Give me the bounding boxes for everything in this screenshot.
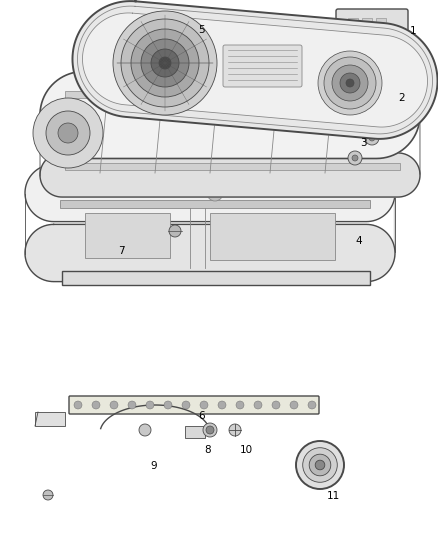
Polygon shape — [25, 224, 395, 281]
Circle shape — [151, 49, 179, 77]
Circle shape — [159, 57, 171, 69]
Bar — [65, 91, 400, 98]
Circle shape — [290, 401, 298, 409]
Circle shape — [252, 22, 260, 30]
Circle shape — [164, 401, 172, 409]
Text: 4: 4 — [355, 236, 362, 246]
Circle shape — [304, 89, 316, 101]
Circle shape — [352, 115, 358, 121]
Circle shape — [303, 448, 337, 482]
Text: 7: 7 — [118, 246, 125, 256]
Circle shape — [139, 424, 151, 436]
Circle shape — [74, 401, 82, 409]
Circle shape — [324, 57, 376, 109]
Circle shape — [113, 11, 217, 115]
Bar — [362, 18, 372, 38]
Circle shape — [182, 401, 190, 409]
Text: 8: 8 — [204, 445, 211, 455]
Circle shape — [207, 185, 223, 201]
Circle shape — [315, 460, 325, 470]
Circle shape — [340, 73, 360, 93]
Circle shape — [146, 401, 154, 409]
Text: 1: 1 — [410, 26, 417, 36]
Polygon shape — [40, 153, 420, 197]
Polygon shape — [25, 164, 395, 222]
Circle shape — [128, 401, 136, 409]
Circle shape — [318, 51, 382, 115]
Circle shape — [348, 151, 362, 165]
Circle shape — [308, 401, 316, 409]
Bar — [348, 18, 358, 38]
Bar — [85, 213, 170, 258]
Circle shape — [248, 18, 264, 34]
Circle shape — [200, 401, 208, 409]
Polygon shape — [72, 1, 438, 139]
Text: 2: 2 — [398, 93, 405, 103]
Bar — [35, 412, 65, 426]
Circle shape — [218, 401, 226, 409]
Circle shape — [33, 98, 103, 168]
Circle shape — [229, 424, 241, 436]
Circle shape — [249, 89, 261, 101]
Circle shape — [174, 89, 186, 101]
Text: 5: 5 — [198, 25, 205, 35]
Circle shape — [365, 131, 379, 145]
Bar — [60, 200, 370, 208]
Circle shape — [141, 39, 189, 87]
Circle shape — [309, 454, 331, 476]
Circle shape — [131, 29, 199, 97]
Circle shape — [121, 19, 209, 107]
Text: 11: 11 — [327, 491, 340, 501]
Text: 10: 10 — [240, 445, 253, 455]
Circle shape — [332, 65, 368, 101]
FancyBboxPatch shape — [69, 396, 319, 414]
Circle shape — [254, 401, 262, 409]
Circle shape — [206, 426, 214, 434]
Circle shape — [58, 123, 78, 143]
Circle shape — [43, 490, 53, 500]
Circle shape — [203, 423, 217, 437]
Bar — [210, 213, 335, 260]
Circle shape — [169, 225, 181, 237]
Polygon shape — [40, 71, 420, 158]
Bar — [62, 271, 370, 285]
Bar — [185, 426, 205, 438]
Bar — [376, 18, 386, 38]
Circle shape — [296, 441, 344, 489]
Polygon shape — [82, 13, 427, 127]
FancyBboxPatch shape — [336, 9, 408, 45]
Circle shape — [236, 401, 244, 409]
Circle shape — [348, 111, 362, 125]
Circle shape — [369, 135, 375, 141]
Circle shape — [272, 401, 280, 409]
Circle shape — [114, 89, 126, 101]
Circle shape — [352, 155, 358, 161]
Circle shape — [346, 79, 354, 87]
Text: 6: 6 — [198, 411, 205, 421]
FancyBboxPatch shape — [223, 45, 302, 87]
Circle shape — [110, 401, 118, 409]
Circle shape — [92, 401, 100, 409]
Text: 9: 9 — [150, 461, 157, 471]
Text: 3: 3 — [360, 138, 367, 148]
Circle shape — [46, 111, 90, 155]
Bar — [65, 163, 400, 170]
